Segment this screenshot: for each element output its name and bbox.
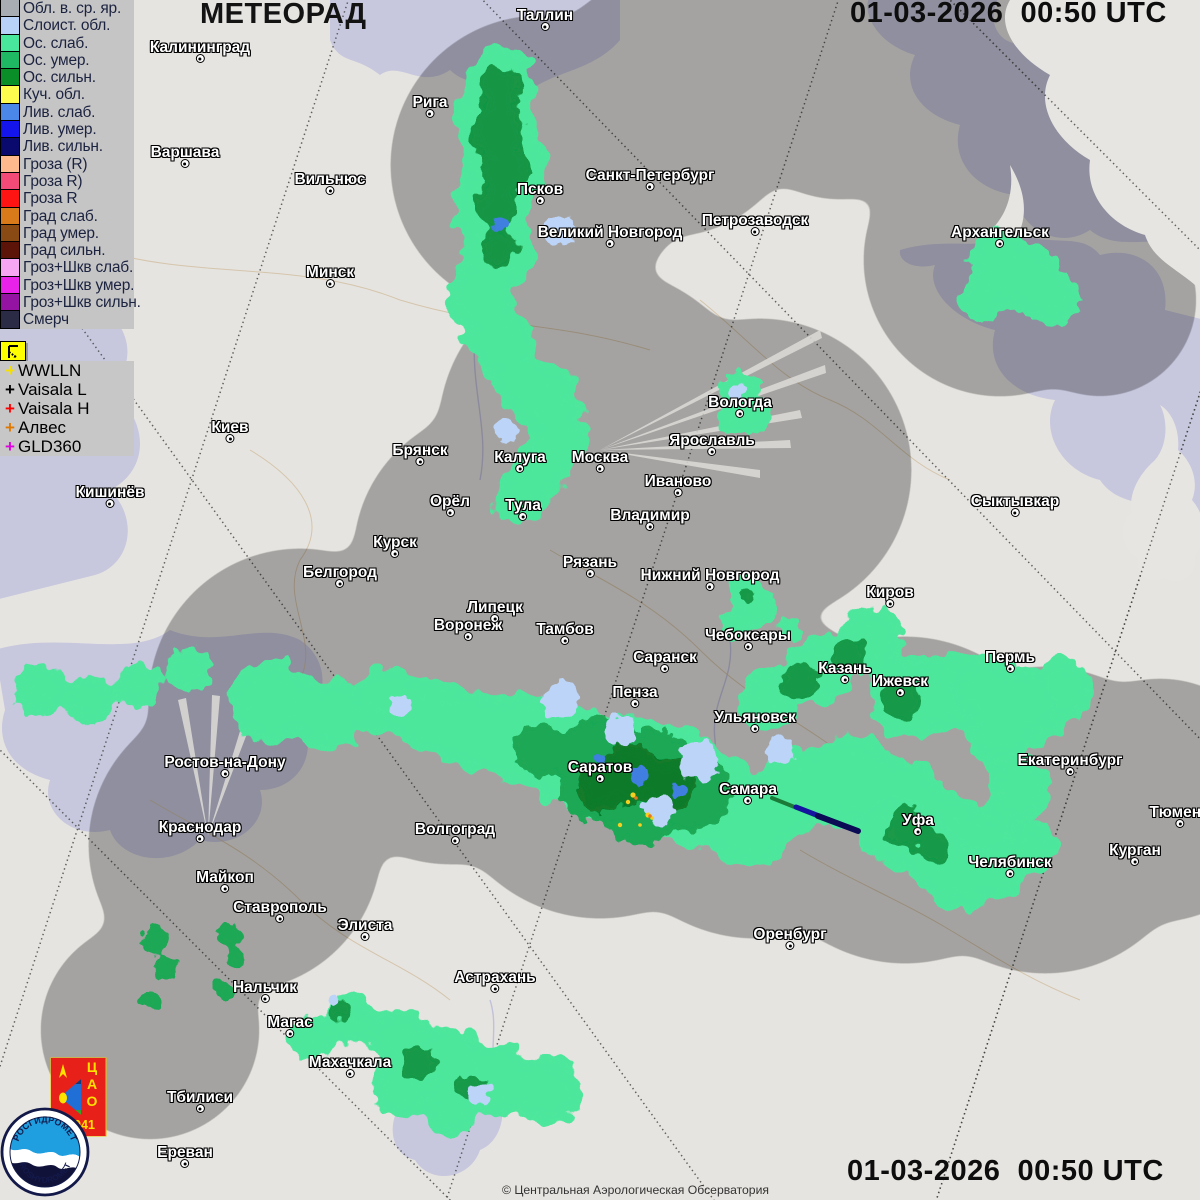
svg-text:А: А	[87, 1076, 97, 1092]
svg-text:Ц: Ц	[87, 1059, 98, 1075]
svg-text:О: О	[87, 1093, 98, 1109]
